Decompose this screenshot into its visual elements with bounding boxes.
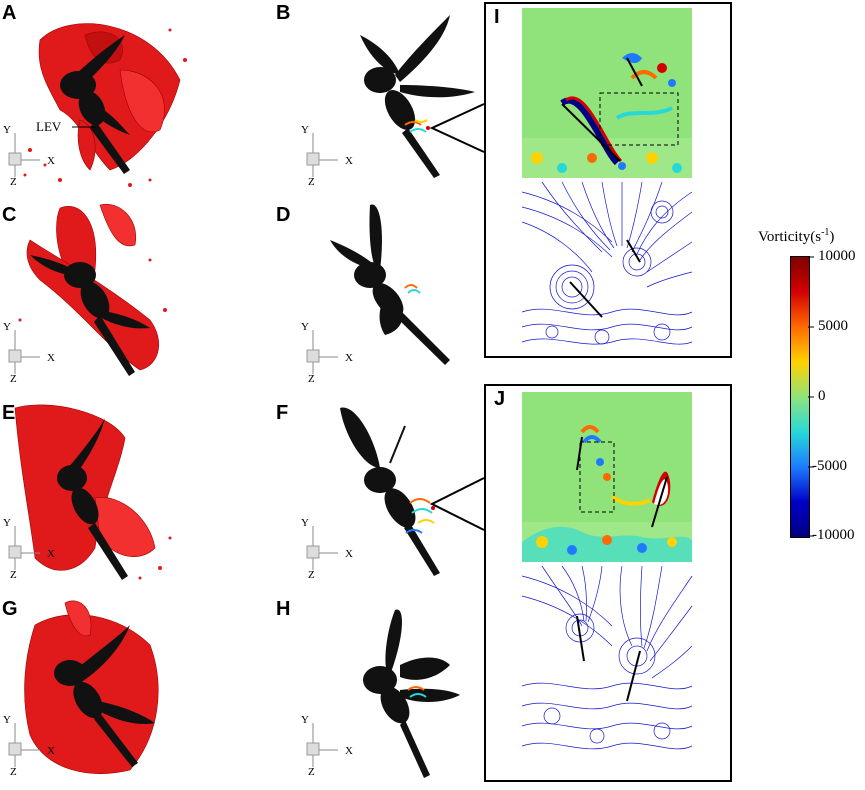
- axis-x-label: X: [345, 745, 353, 757]
- inset-panel-i: I: [484, 2, 732, 358]
- vorticity-contour-i: [522, 8, 692, 178]
- colorbar-tick-label: 0: [818, 388, 826, 404]
- dragonfly-body: [360, 15, 475, 178]
- isosurface-panel-a: LEV: [23, 23, 187, 187]
- axis-y-label: Y: [3, 124, 11, 136]
- axis-y-label: Y: [301, 517, 309, 529]
- dragonfly-body: [340, 407, 440, 576]
- axis-z-label: Z: [308, 569, 315, 581]
- colorbar-tick-label: 5000: [818, 318, 848, 334]
- dragonfly-panel-h: [363, 609, 460, 778]
- axis-z-label: Z: [10, 373, 17, 385]
- panel-label-d: D: [276, 204, 291, 226]
- vorticity-features: [522, 425, 692, 562]
- vorticity-features: [522, 53, 692, 178]
- vortex-fragments: [404, 284, 421, 294]
- axis-y-label: Y: [3, 321, 11, 333]
- panel-label-b: B: [276, 2, 291, 24]
- dragonfly-body: [330, 204, 450, 365]
- panel-label-e: E: [2, 402, 16, 424]
- colorbar-title-main: Vorticity(s: [758, 229, 822, 245]
- colorbar-ticks: [808, 256, 814, 537]
- panel-label-h: H: [276, 598, 291, 620]
- vortex-fragments: [404, 119, 430, 133]
- axis-x-label: X: [345, 548, 353, 560]
- panel-label-a: A: [2, 2, 17, 24]
- streamline-plot-i: [521, 181, 693, 352]
- axis-triad-b: Y X Z: [301, 124, 353, 188]
- debris-fragments: [18, 258, 167, 322]
- axis-triad-c: Y X Z: [3, 321, 55, 385]
- dragonfly-panel-d: [330, 204, 450, 365]
- dragonfly-body: [30, 255, 150, 376]
- axis-triad-d: Y X Z: [301, 321, 353, 385]
- isosurface-panel-c: [18, 203, 167, 376]
- panel-label-i: I: [494, 6, 500, 28]
- lev-annotation: LEV: [36, 119, 62, 134]
- axis-z-label: Z: [308, 373, 315, 385]
- colorbar-tick-label: 10000: [818, 248, 856, 264]
- colorbar-title: Vorticity(s-1): [758, 227, 834, 246]
- dragonfly-panel-b: [360, 15, 475, 178]
- streamlines: [521, 181, 693, 345]
- colorbar-title-end: ): [829, 229, 835, 245]
- colorbar-tick-label: -5000: [812, 458, 847, 474]
- panel-label-c: C: [2, 204, 17, 226]
- panel-label-f: F: [276, 402, 289, 424]
- axis-y-label: Y: [301, 124, 309, 136]
- dragonfly-body: [60, 35, 130, 174]
- axis-z-label: Z: [10, 176, 17, 188]
- streamlines: [521, 565, 693, 750]
- streamline-plot-j: [521, 565, 693, 766]
- axis-z-label: Z: [308, 176, 315, 188]
- axis-triad-f: Y X Z: [301, 517, 353, 581]
- colorbar-title-exponent: -1: [821, 227, 830, 238]
- inset-panel-j: J: [484, 384, 732, 782]
- axis-z-label: Z: [308, 766, 315, 778]
- isosurface-panel-e: [14, 404, 172, 580]
- axis-x-label: X: [47, 548, 55, 560]
- axis-z-label: Z: [10, 766, 17, 778]
- dragonfly-body: [54, 625, 155, 767]
- axis-triad-e: Y X Z: [3, 517, 55, 581]
- vortex-isosurface: [38, 23, 181, 171]
- axis-x-label: X: [47, 745, 55, 757]
- axis-x-label: X: [47, 155, 55, 167]
- axis-z-label: Z: [10, 569, 17, 581]
- axis-y-label: Y: [301, 321, 309, 333]
- dragonfly-body: [57, 418, 128, 580]
- axis-triad-g: Y X Z: [3, 714, 55, 778]
- dragonfly-body: [363, 609, 460, 778]
- vortex-fragments: [407, 686, 427, 698]
- dragonfly-panel-f: [340, 407, 440, 576]
- debris-fragments: [23, 28, 187, 187]
- axis-x-label: X: [345, 352, 353, 364]
- panel-label-j: J: [494, 388, 506, 410]
- axis-x-label: X: [345, 155, 353, 167]
- panel-label-g: G: [2, 598, 18, 620]
- axis-triad-h: Y X Z: [301, 714, 353, 778]
- colorbar-gradient: [790, 256, 810, 538]
- isosurface-panel-g: [24, 600, 159, 774]
- axis-x-label: X: [47, 352, 55, 364]
- axis-y-label: Y: [301, 714, 309, 726]
- colorbar-tick-label: -10000: [812, 527, 855, 543]
- vorticity-contour-j: [522, 392, 692, 562]
- axis-y-label: Y: [3, 714, 11, 726]
- debris-fragments: [138, 536, 172, 580]
- axis-triad-a: Y X Z: [3, 124, 55, 188]
- axis-y-label: Y: [3, 517, 11, 529]
